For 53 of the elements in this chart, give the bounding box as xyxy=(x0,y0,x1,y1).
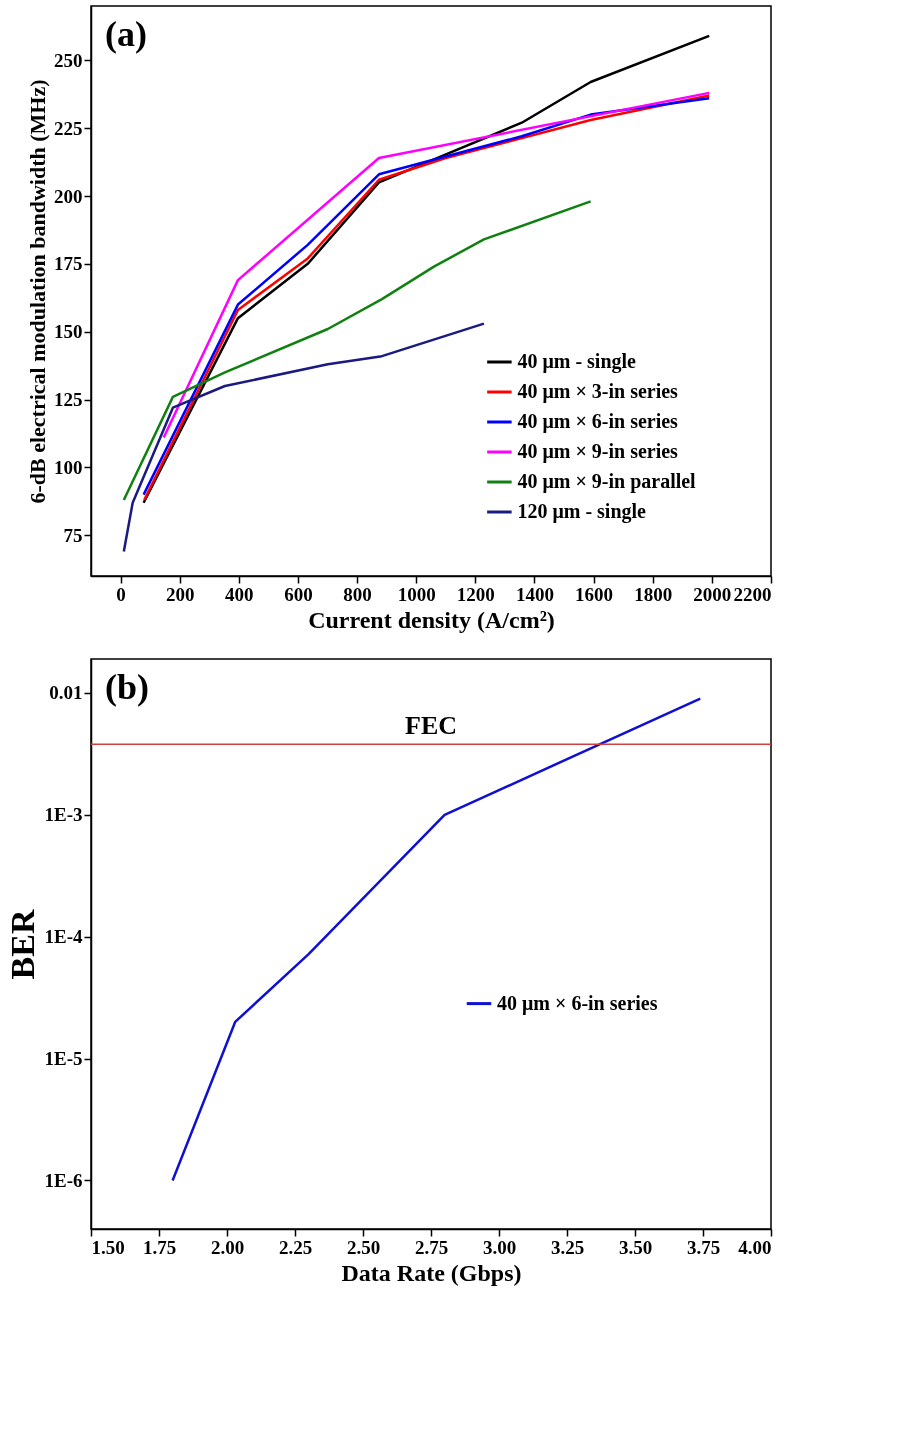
y-tick-label: 125 xyxy=(54,389,83,411)
x-tick-label: 0 xyxy=(116,583,126,605)
y-axis-title: 6-dB electrical modulation bandwidth (MHz) xyxy=(25,79,50,504)
legend-label: 40 μm × 6-in series xyxy=(517,410,679,433)
x-tick-label: 2.25 xyxy=(278,1236,313,1258)
y-tick-label: 250 xyxy=(54,49,83,71)
y-tick-label: 200 xyxy=(54,185,83,207)
y-tick-label: 1E-5 xyxy=(44,1048,83,1070)
annotation: (b) xyxy=(105,667,149,707)
x-tick-label: 800 xyxy=(343,583,372,605)
x-tick-label: 1400 xyxy=(515,583,554,605)
x-tick-label: 1.75 xyxy=(142,1236,177,1258)
legend-label: 120 μm - single xyxy=(517,500,647,523)
legend-label: 40 μm × 9-in parallel xyxy=(517,470,697,493)
y-tick-label: 1E-6 xyxy=(44,1170,83,1191)
x-tick-label: 400 xyxy=(225,583,254,605)
x-tick-label: 2.00 xyxy=(210,1236,245,1258)
x-tick-label: 3.25 xyxy=(550,1236,585,1258)
x-tick-label: 4.00 xyxy=(738,1236,772,1258)
legend-label: 40 μm × 9-in series xyxy=(517,440,679,463)
y-tick-label: 100 xyxy=(54,456,83,478)
ref-line-label: FEC xyxy=(405,711,457,741)
y-tick-label: 150 xyxy=(54,321,83,343)
line-series xyxy=(171,697,702,1182)
line-series xyxy=(162,91,711,439)
x-tick-label: 2000 xyxy=(693,583,732,605)
x-axis-title: Current density (A/cm²) xyxy=(308,606,555,633)
x-tick-label: 1000 xyxy=(397,583,436,605)
x-tick-label: 3.50 xyxy=(618,1236,653,1258)
y-tick-label: 225 xyxy=(54,117,83,139)
legend-label: 40 μm - single xyxy=(517,350,637,373)
annotation: (a) xyxy=(105,14,147,54)
x-tick-label: 2200 xyxy=(733,583,772,605)
x-tick-label: 600 xyxy=(284,583,313,605)
y-tick-label: 0.01 xyxy=(49,682,83,704)
line-series xyxy=(122,322,486,553)
x-tick-label: 1200 xyxy=(456,583,495,605)
x-tick-label: 1.50 xyxy=(91,1236,125,1258)
x-axis-title: Data Rate (Gbps) xyxy=(341,1259,522,1286)
x-tick-label: 3.00 xyxy=(482,1236,517,1258)
y-tick-label: 1E-4 xyxy=(44,926,83,948)
y-axis-title: BER xyxy=(3,909,41,980)
x-tick-label: 3.75 xyxy=(686,1236,721,1258)
x-tick-label: 1600 xyxy=(575,583,614,605)
x-tick-label: 2.75 xyxy=(414,1236,449,1258)
x-tick-label: 200 xyxy=(165,583,195,605)
x-tick-label: 2.50 xyxy=(346,1236,381,1258)
y-tick-label: 75 xyxy=(63,524,83,546)
legend-label: 40 μm × 6-in series xyxy=(497,991,658,1015)
legend-label: 40 μm × 3-in series xyxy=(517,380,679,403)
x-tick-label: 1800 xyxy=(634,583,673,605)
y-tick-label: 1E-3 xyxy=(44,804,83,826)
y-tick-label: 175 xyxy=(54,253,83,275)
